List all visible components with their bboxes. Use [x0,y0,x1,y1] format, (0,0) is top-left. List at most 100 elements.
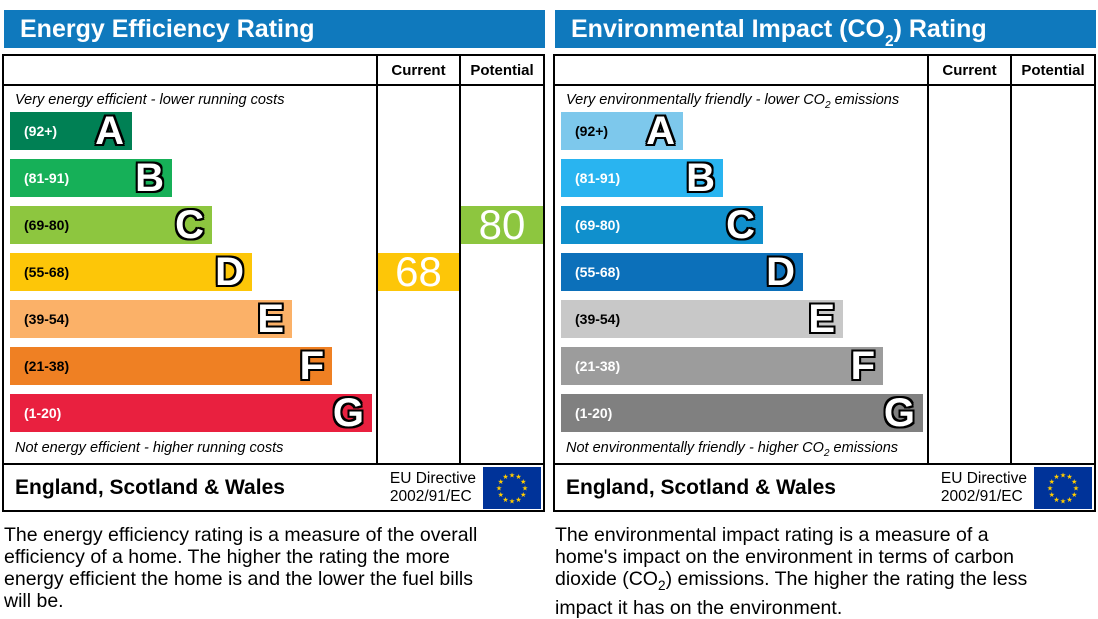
footer-divider [4,463,543,465]
band-range: (69-80) [575,217,621,233]
band-f: (21-38) F [10,344,332,388]
band-range: (1-20) [575,405,613,421]
energy-panel-title: Energy Efficiency Rating [4,10,545,48]
environmental-description: The environmental impact rating is a mea… [555,524,1028,619]
current-column-header: Current [942,61,997,79]
band-range: (92+) [24,123,58,139]
title-text: Energy Efficiency Rating [20,14,315,43]
energy-rating-chart: Current Potential Very energy efficient … [2,54,545,512]
energy-efficiency-panel: Energy Efficiency Rating Current Potenti… [2,0,547,619]
svg-text:★: ★ [509,497,515,505]
band-letter: A [646,109,675,153]
band-range: (21-38) [24,358,70,374]
region-label: England, Scotland & Wales [566,475,836,499]
svg-text:★: ★ [1071,478,1077,486]
band-g: (1-20) G [561,391,923,435]
band-letter: E [257,297,284,341]
svg-text:★: ★ [498,478,504,486]
band-range: (81-91) [24,170,70,186]
band-e: (39-54) E [561,297,843,341]
band-g: (1-20) G [10,391,372,435]
svg-text:★: ★ [1049,491,1055,499]
environmental-panel-title: Environmental Impact (CO 2) Rating [555,10,1096,49]
top-note: Very energy efficient - lower running co… [15,92,285,108]
band-letter: D [766,250,795,294]
svg-text:★: ★ [1066,495,1072,503]
co2-rating-chart: Current Potential Very environmentally f… [553,54,1096,512]
band-c: (69-80) C [10,203,212,247]
column-divider [927,56,929,465]
potential-column-header: Potential [1021,61,1085,79]
environmental-impact-panel: Environmental Impact (CO 2) Rating Curren… [553,0,1098,619]
band-b: (81-91) B [561,156,723,200]
svg-text:★: ★ [1053,473,1059,481]
chart-footer: England, Scotland & Wales EU Directive 20… [555,465,1094,510]
eu-directive-label: EU Directive 2002/91/EC [389,470,476,505]
svg-text:★: ★ [520,491,526,499]
band-letter: B [135,156,164,200]
svg-text:★: ★ [1071,491,1077,499]
svg-text:★: ★ [1060,471,1066,479]
band-f: (21-38) F [561,344,883,388]
svg-text:★: ★ [1047,484,1053,492]
potential-rating-value: 80 [461,201,543,248]
eu-flag-icon: ★ ★ ★ ★ ★ ★ ★ ★ ★ ★ ★ ★ [1034,466,1092,509]
svg-text:★: ★ [515,473,521,481]
column-divider [459,56,461,465]
svg-text:★: ★ [502,495,508,503]
top-note: Very environmentally friendly - lower CO… [566,92,900,111]
current-column-header: Current [391,61,446,79]
title-text-after: ) Rating [893,14,987,43]
band-letter: G [883,391,915,435]
svg-text:★: ★ [522,484,528,492]
energy-description: The energy efficiency rating is a measur… [4,524,478,612]
svg-text:★: ★ [502,473,508,481]
column-divider [376,56,378,465]
band-range: (81-91) [575,170,621,186]
band-letter: A [95,109,124,153]
band-d: (55-68) D [561,250,803,294]
band-range: (39-54) [575,311,621,327]
band-range: (69-80) [24,217,70,233]
band-range: (21-38) [575,358,621,374]
header-divider [555,84,1094,86]
eu-directive-label: EU Directive 2002/91/EC [940,470,1027,505]
current-rating-value: 68 [378,248,459,295]
band-letter: C [726,203,755,247]
footer-divider [555,463,1094,465]
svg-text:★: ★ [509,471,515,479]
band-letter: E [808,297,835,341]
band-range: (55-68) [575,264,621,280]
band-letter: C [175,203,204,247]
svg-text:★: ★ [1053,495,1059,503]
region-label: England, Scotland & Wales [15,475,285,499]
svg-text:★: ★ [520,478,526,486]
svg-text:★: ★ [1066,473,1072,481]
bottom-note: Not environmentally friendly - higher CO… [566,440,899,459]
band-range: (92+) [575,123,609,139]
potential-column-header: Potential [470,61,534,79]
band-letter: F [850,344,875,388]
band-e: (39-54) E [10,297,292,341]
band-letter: F [299,344,324,388]
svg-text:★: ★ [515,495,521,503]
svg-text:★: ★ [1060,497,1066,505]
band-range: (1-20) [24,405,62,421]
band-letter: B [686,156,715,200]
title-text: Environmental Impact (CO [571,14,885,43]
header-divider [4,84,543,86]
band-range: (55-68) [24,264,70,280]
svg-text:★: ★ [1073,484,1079,492]
band-letter: D [215,250,244,294]
band-a: (92+) A [561,109,683,153]
band-range: (39-54) [24,311,70,327]
chart-footer: England, Scotland & Wales EU Directive 20… [4,465,543,510]
bottom-note: Not energy efficient - higher running co… [15,440,284,456]
eu-flag-icon: ★ ★ ★ ★ ★ ★ ★ ★ ★ ★ ★ ★ [483,466,541,509]
band-b: (81-91) B [10,156,172,200]
band-letter: G [332,391,364,435]
svg-text:★: ★ [496,484,502,492]
band-a: (92+) A [10,109,132,153]
svg-text:★: ★ [1049,478,1055,486]
